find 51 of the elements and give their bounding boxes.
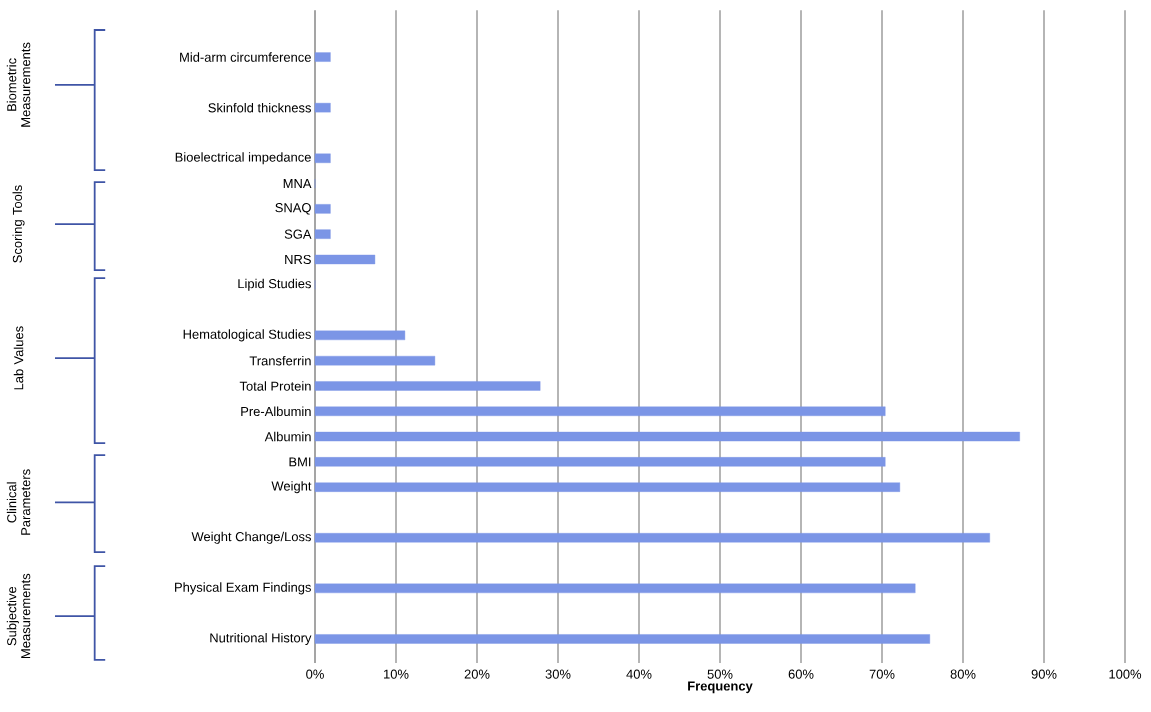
y-tick-label: Mid-arm circumference [180,52,311,62]
bar [314,381,541,391]
bar [314,254,376,265]
text: Clinical Parameters [6,469,31,535]
x-tick-label: 80% [950,669,976,679]
bar [314,431,1020,442]
y-tick-label: Weight Change/Loss [191,531,311,544]
text: Biometric Measurements [6,42,31,127]
y-tick-label: Skinfold thickness [208,102,311,113]
y-tick-label: Lipid Studies [238,278,311,291]
x-tick-label: 10% [384,669,409,679]
y-tick-label: NRS [285,254,311,265]
bar [314,229,331,239]
bar [314,457,886,467]
bar [314,406,886,416]
y-tick-label: Bioelectrical impedance [175,152,311,165]
y-tick-label: SNAQ [275,203,311,215]
x-tick-label: 90% [1031,669,1057,679]
bar [314,330,406,341]
x-tick-label: 100% [1109,669,1142,679]
y-tick-label: Albumin [264,431,311,442]
x-tick-label: 40% [626,669,652,679]
bar [314,52,331,62]
y-tick-label: Nutritional History [210,632,312,646]
bar [314,153,331,163]
y-tick-label: Total Protein [239,381,311,391]
bar [314,482,901,492]
y-tick-label: Pre-Albumin [241,406,311,417]
bar [314,204,331,214]
x-axis-title: Frequency [688,681,753,694]
bar [314,583,916,594]
y-tick-label: Transferrin [249,355,311,366]
text: Subjective Measurements [6,573,31,658]
x-tick-label: 0% [306,669,324,679]
x-tick-label: 30% [545,669,571,679]
text: Scoring Tools [12,185,25,263]
x-tick-label: 20% [464,669,490,679]
y-tick-label: SGA [284,229,312,239]
bar [314,533,990,543]
y-tick-label: Hematological Studies [183,329,311,342]
text: Lab Values [13,326,24,390]
x-tick-label: 50% [707,669,733,679]
y-tick-label: Weight [271,481,312,494]
bar [314,355,436,366]
x-tick-label: 70% [869,669,895,679]
x-tick-label: 60% [788,669,814,679]
bar [314,634,930,644]
y-tick-label: Physical Exam Findings [175,582,311,595]
bar [314,102,331,113]
y-tick-label: BMI [289,457,311,467]
y-tick-label: MNA [283,179,312,189]
